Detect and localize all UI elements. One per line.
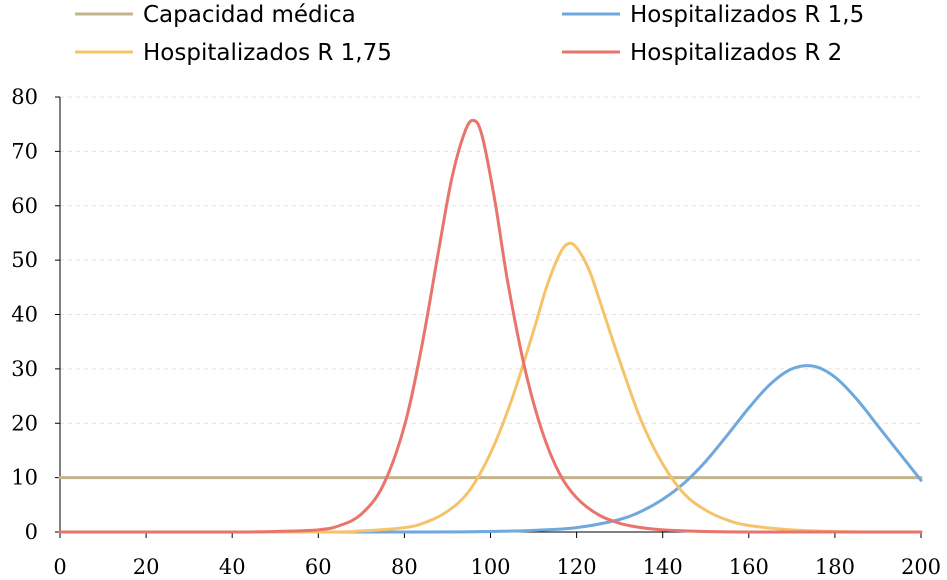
legend-label-capacidad-medica: Capacidad médica (143, 2, 356, 28)
x-tick-label-100: 100 (470, 555, 510, 579)
y-tick-label-70: 70 (11, 139, 38, 163)
x-tick-label-160: 160 (729, 555, 769, 579)
y-axis-tick-labels: 0 10 20 30 40 50 60 70 80 (11, 85, 38, 544)
x-tick-label-0: 0 (53, 555, 66, 579)
x-tick-label-180: 180 (815, 555, 855, 579)
x-tick-label-40: 40 (219, 555, 246, 579)
x-tick-label-120: 120 (557, 555, 597, 579)
x-tick-label-140: 140 (643, 555, 683, 579)
y-tick-label-50: 50 (11, 248, 38, 272)
x-tick-label-200: 200 (901, 555, 941, 579)
y-tick-label-0: 0 (25, 520, 38, 544)
legend: Capacidad médica Hospitalizados R 1,5 Hosp… (75, 2, 864, 66)
y-tick-label-60: 60 (11, 194, 38, 218)
x-axis-tick-labels: 0 20 40 60 80 100 120 140 160 180 200 (53, 555, 941, 579)
y-tick-label-20: 20 (11, 411, 38, 435)
x-tick-label-20: 20 (133, 555, 160, 579)
series-line-hospitalizados-r-2 (58, 118, 923, 534)
x-tick-label-60: 60 (305, 555, 332, 579)
legend-label-hospitalizados-r-2: Hospitalizados R 2 (630, 40, 842, 66)
series-lines (58, 118, 923, 534)
x-tick-label-80: 80 (391, 555, 418, 579)
gridlines (60, 96, 921, 479)
y-tick-label-10: 10 (11, 466, 38, 490)
legend-label-hospitalizados-r-1-5: Hospitalizados R 1,5 (630, 2, 864, 28)
series-line-hospitalizados-r-1-5 (58, 364, 923, 534)
legend-label-hospitalizados-r-1-75: Hospitalizados R 1,75 (143, 40, 392, 66)
y-tick-label-30: 30 (11, 357, 38, 381)
y-tick-label-40: 40 (11, 303, 38, 327)
y-tick-label-80: 80 (11, 85, 38, 109)
series-line-hospitalizados-r-1-75 (58, 241, 923, 534)
